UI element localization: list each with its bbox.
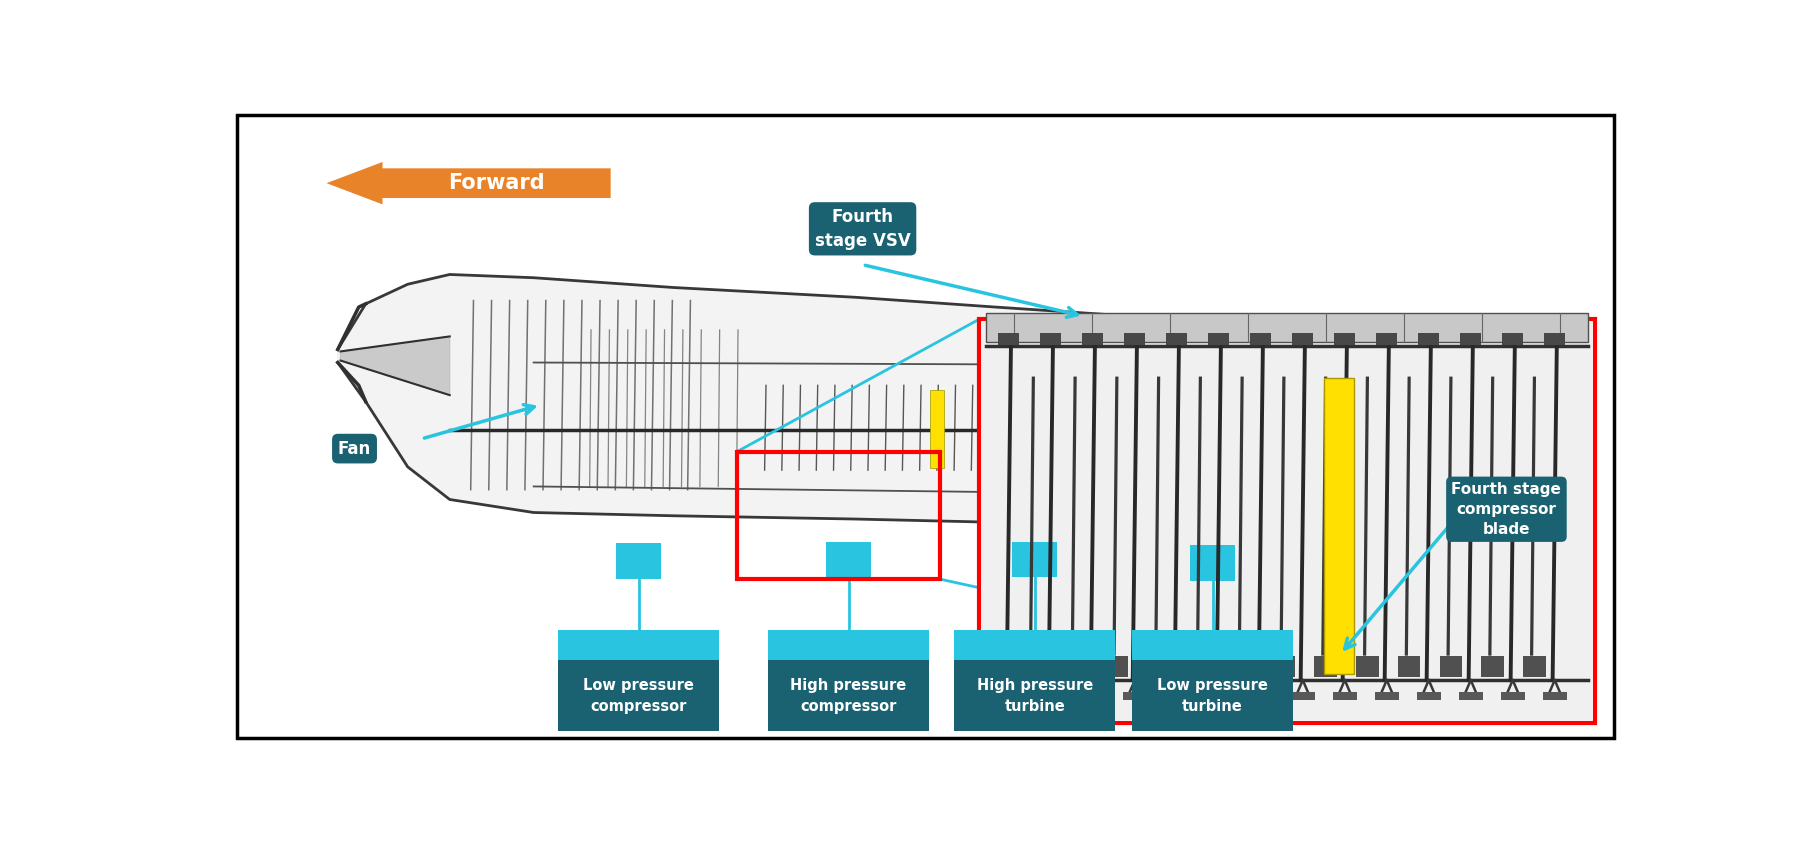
Bar bbox=[1063, 656, 1085, 677]
Bar bbox=[1460, 333, 1480, 345]
Bar bbox=[982, 321, 1590, 721]
Bar bbox=[1132, 661, 1292, 731]
Bar bbox=[1374, 692, 1397, 700]
Text: Fourth
stage VSV: Fourth stage VSV bbox=[814, 208, 910, 250]
Text: Fan: Fan bbox=[338, 440, 372, 457]
Bar bbox=[736, 451, 939, 579]
Bar bbox=[1334, 333, 1354, 345]
Polygon shape bbox=[327, 162, 610, 204]
Bar bbox=[1541, 692, 1565, 700]
Bar bbox=[1323, 378, 1354, 673]
Bar bbox=[1291, 692, 1314, 700]
Bar bbox=[558, 630, 718, 661]
Bar bbox=[978, 319, 1594, 722]
Bar bbox=[1332, 692, 1356, 700]
Bar bbox=[767, 630, 928, 661]
Bar bbox=[986, 313, 1587, 342]
Bar bbox=[1081, 333, 1103, 345]
Text: Low pressure
turbine: Low pressure turbine bbox=[1157, 678, 1267, 714]
Bar bbox=[1231, 656, 1253, 677]
Bar bbox=[1125, 333, 1144, 345]
Bar bbox=[1397, 656, 1419, 677]
Bar bbox=[1458, 692, 1482, 700]
Bar bbox=[1522, 656, 1545, 677]
Bar bbox=[1189, 545, 1235, 581]
Bar bbox=[1314, 656, 1336, 677]
Polygon shape bbox=[338, 274, 1345, 524]
Bar bbox=[1356, 656, 1377, 677]
Bar bbox=[558, 661, 718, 731]
Bar bbox=[1208, 333, 1229, 345]
Bar bbox=[1040, 333, 1061, 345]
Text: Fourth stage
compressor
blade: Fourth stage compressor blade bbox=[1451, 482, 1561, 536]
Bar bbox=[616, 544, 661, 579]
Text: Low pressure
compressor: Low pressure compressor bbox=[583, 678, 693, 714]
Bar bbox=[930, 390, 944, 468]
Bar bbox=[1132, 630, 1292, 661]
Polygon shape bbox=[341, 336, 449, 395]
Bar bbox=[1081, 692, 1105, 700]
Bar bbox=[1543, 333, 1565, 345]
Bar bbox=[1166, 333, 1186, 345]
Bar bbox=[1188, 656, 1211, 677]
Bar bbox=[1480, 656, 1504, 677]
Bar bbox=[1249, 692, 1273, 700]
Bar bbox=[1417, 333, 1439, 345]
Bar bbox=[1146, 656, 1170, 677]
Bar bbox=[1502, 333, 1522, 345]
Bar bbox=[1022, 656, 1043, 677]
Bar bbox=[953, 661, 1115, 731]
Text: High pressure
compressor: High pressure compressor bbox=[791, 678, 906, 714]
Polygon shape bbox=[1002, 373, 1079, 483]
Bar bbox=[1013, 541, 1056, 578]
Bar bbox=[1249, 333, 1271, 345]
Bar bbox=[825, 541, 870, 578]
Bar bbox=[1500, 692, 1523, 700]
Bar bbox=[1123, 692, 1146, 700]
Bar bbox=[1375, 333, 1397, 345]
Bar bbox=[996, 692, 1020, 700]
Bar bbox=[767, 661, 928, 731]
Bar bbox=[1038, 692, 1061, 700]
Bar bbox=[953, 630, 1115, 661]
Bar bbox=[1105, 656, 1128, 677]
Bar bbox=[1164, 692, 1188, 700]
Bar bbox=[1439, 656, 1462, 677]
Bar bbox=[1417, 692, 1440, 700]
Bar bbox=[1292, 333, 1312, 345]
Bar bbox=[1206, 692, 1229, 700]
Bar bbox=[998, 333, 1018, 345]
Text: Forward: Forward bbox=[448, 173, 545, 193]
Text: High pressure
turbine: High pressure turbine bbox=[977, 678, 1092, 714]
Bar bbox=[1273, 656, 1294, 677]
